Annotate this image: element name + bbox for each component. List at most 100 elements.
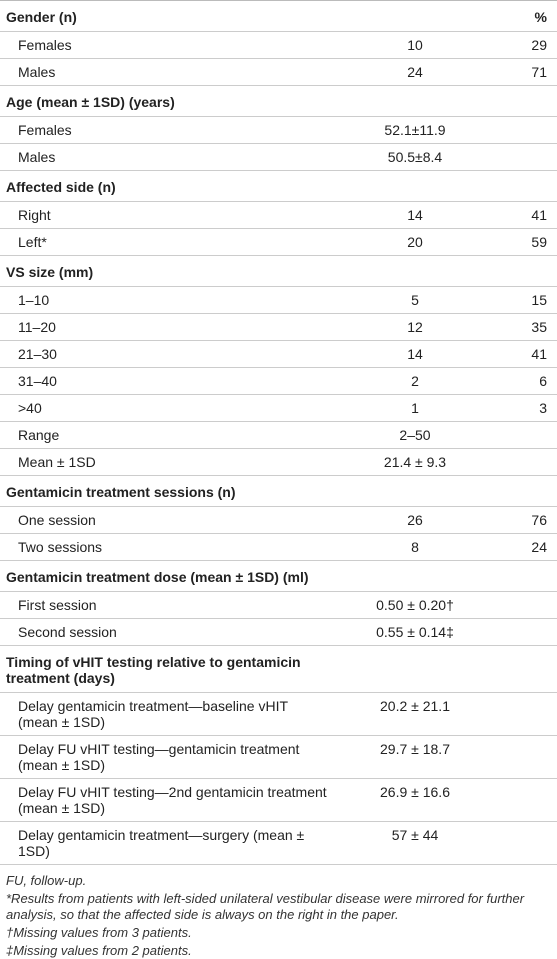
row-label: Right [0,201,334,229]
cell [496,255,557,287]
n-value: 5 [334,286,496,314]
section-row: Gentamicin treatment dose (mean ± 1SD) (… [0,560,557,592]
n-value: 1 [334,394,496,422]
row-label: Delay gentamicin treatment—surgery (mean… [0,821,334,865]
cell [496,170,557,202]
section-title: VS size (mm) [0,255,334,287]
cell [496,448,557,476]
section-title: Timing of vHIT testing relative to genta… [0,645,334,693]
row-label: Range [0,421,334,449]
row-label: Males [0,58,334,86]
row-label: Delay gentamicin treatment—baseline vHIT… [0,692,334,736]
data-row: Range 2–50 [0,421,557,449]
n-value: 0.50 ± 0.20† [334,591,496,619]
cell [334,645,496,693]
cell [496,143,557,171]
n-value: 24 [334,58,496,86]
n-value: 20.2 ± 21.1 [334,692,496,736]
pct-value: 76 [496,506,557,534]
cell [496,116,557,144]
n-value: 26.9 ± 16.6 [334,778,496,822]
data-row: Delay gentamicin treatment—baseline vHIT… [0,692,557,736]
section-title: Affected side (n) [0,170,334,202]
data-row: 21–30 14 41 [0,340,557,368]
row-label: Females [0,116,334,144]
row-label: Mean ± 1SD [0,448,334,476]
pct-value: 41 [496,340,557,368]
pct-value: 71 [496,58,557,86]
data-row: >40 1 3 [0,394,557,422]
data-row: Mean ± 1SD 21.4 ± 9.3 [0,448,557,476]
row-label: One session [0,506,334,534]
data-row: 11–20 12 35 [0,313,557,341]
cell [496,692,557,736]
data-row: Left* 20 59 [0,228,557,256]
footnote: FU, follow-up. [6,873,87,888]
data-row: Second session 0.55 ± 0.14‡ [0,618,557,646]
n-value: 10 [334,31,496,59]
data-row: 1–10 5 15 [0,286,557,314]
n-value: 0.55 ± 0.14‡ [334,618,496,646]
footnote: †Missing values from 3 patients. [6,925,192,940]
pct-value: 35 [496,313,557,341]
row-label: 31–40 [0,367,334,395]
cell [496,85,557,117]
pct-value: 59 [496,228,557,256]
n-value: 52.1±11.9 [334,116,496,144]
demographics-table: Gender (n)% Females 10 29 Males 24 71 Age (mean… [0,0,557,865]
section-row: Affected side (n) [0,170,557,202]
data-row: Females 52.1±11.9 [0,116,557,144]
section-row: Gentamicin treatment sessions (n) [0,475,557,507]
n-value: 2–50 [334,421,496,449]
pct-value: 6 [496,367,557,395]
section-title: Gender (n) [0,0,334,32]
data-row: Delay FU vHIT testing—gentamicin treatme… [0,735,557,779]
cell [496,421,557,449]
pct-header: % [496,0,557,32]
data-row: First session 0.50 ± 0.20† [0,591,557,619]
cell [496,735,557,779]
n-value: 14 [334,340,496,368]
cell [496,821,557,865]
row-label: 1–10 [0,286,334,314]
row-label: 11–20 [0,313,334,341]
n-value: 8 [334,533,496,561]
section-row: Timing of vHIT testing relative to genta… [0,645,557,693]
pct-value: 41 [496,201,557,229]
data-row: Two sessions 8 24 [0,533,557,561]
footnote: ‡Missing values from 2 patients. [6,943,192,958]
row-label: Delay FU vHIT testing—gentamicin treatme… [0,735,334,779]
section-title: Gentamicin treatment dose (mean ± 1SD) (… [0,560,334,592]
cell [334,170,496,202]
data-row: Females 10 29 [0,31,557,59]
row-label: Left* [0,228,334,256]
cell [496,645,557,693]
pct-value: 29 [496,31,557,59]
cell [496,591,557,619]
data-row: 31–40 2 6 [0,367,557,395]
cell [496,778,557,822]
table-body: Gender (n)% Females 10 29 Males 24 71 Age (mean… [0,0,557,865]
n-value: 57 ± 44 [334,821,496,865]
cell [334,560,496,592]
row-label: 21–30 [0,340,334,368]
data-row: Delay gentamicin treatment—surgery (mean… [0,821,557,865]
n-value: 21.4 ± 9.3 [334,448,496,476]
row-label: First session [0,591,334,619]
n-value: 14 [334,201,496,229]
cell [334,255,496,287]
n-value: 50.5±8.4 [334,143,496,171]
row-label: Two sessions [0,533,334,561]
data-row: Males 50.5±8.4 [0,143,557,171]
section-title: Gentamicin treatment sessions (n) [0,475,334,507]
cell [496,560,557,592]
section-row: VS size (mm) [0,255,557,287]
cell [334,475,496,507]
data-row: Males 24 71 [0,58,557,86]
cell [496,475,557,507]
row-label: >40 [0,394,334,422]
section-row: Gender (n)% [0,0,557,32]
row-label: Males [0,143,334,171]
n-value: 20 [334,228,496,256]
